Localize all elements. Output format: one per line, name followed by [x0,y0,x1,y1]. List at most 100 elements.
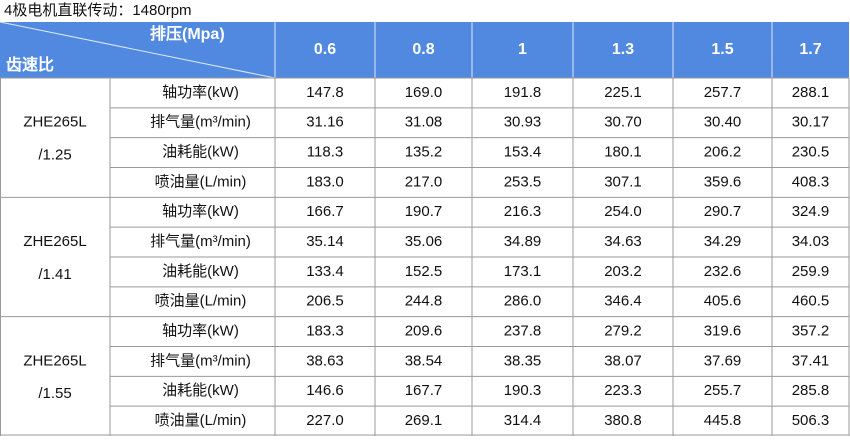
cell: 153.4 [504,144,542,161]
ratio: /1.41 [38,266,71,283]
cell: 290.7 [704,203,742,220]
corner-bottom: 齿速比 [6,55,54,74]
cell: 30.17 [792,114,830,131]
model: ZHE265L [23,352,86,369]
cell: 166.7 [306,203,344,220]
page-title: 4极电机直联传动：1480rpm [4,2,192,19]
cell: 190.3 [504,382,542,399]
cell: 216.3 [504,203,542,220]
cell: 190.7 [405,203,443,220]
model: ZHE265L [23,114,86,131]
row-label: 喷油量(L/min) [155,412,247,429]
cell: 357.2 [792,323,830,340]
cell: 37.69 [704,352,742,369]
cell: 34.89 [504,233,542,250]
cell: 380.8 [604,412,642,429]
cell: 167.7 [405,382,443,399]
cell: 146.6 [306,382,344,399]
cell: 259.9 [792,263,830,280]
column-header: 0.6 [314,41,336,58]
cell: 34.29 [704,233,742,250]
row-label: 油耗能(kW) [162,263,239,280]
cell: 183.3 [306,323,344,340]
cell: 38.54 [405,352,443,369]
cell: 405.6 [704,293,742,310]
cell: 37.41 [792,352,830,369]
cell: 183.0 [306,173,344,190]
cell: 255.7 [704,382,742,399]
cell: 324.9 [792,203,830,220]
row-label: 排气量(m³/min) [150,233,251,250]
cell: 31.08 [405,114,443,131]
cell: 227.0 [306,412,344,429]
row-label: 排气量(m³/min) [150,114,251,131]
cell: 253.5 [504,173,542,190]
cell: 307.1 [604,173,642,190]
cell: 223.3 [604,382,642,399]
row-label: 油耗能(kW) [162,144,239,161]
cell: 286.0 [504,293,542,310]
cell: 180.1 [604,144,642,161]
cell: 225.1 [604,84,642,101]
cell: 38.07 [604,352,642,369]
row-label: 轴功率(kW) [162,323,239,340]
cell: 460.5 [792,293,830,310]
cell: 237.8 [504,323,542,340]
cell: 230.5 [792,144,830,161]
cell: 506.3 [792,412,830,429]
row-label: 轴功率(kW) [162,203,239,220]
cell: 285.8 [792,382,830,399]
cell: 38.35 [504,352,542,369]
cell: 209.6 [405,323,443,340]
cell: 217.0 [405,173,443,190]
row-label: 喷油量(L/min) [155,173,247,190]
cell: 147.8 [306,84,344,101]
cell: 319.6 [704,323,742,340]
row-label: 油耗能(kW) [162,382,239,399]
cell: 38.63 [306,352,344,369]
cell: 30.40 [704,114,742,131]
cell: 279.2 [604,323,642,340]
cell: 133.4 [306,263,344,280]
cell: 35.06 [405,233,443,250]
cell: 445.8 [704,412,742,429]
cell: 346.4 [604,293,642,310]
cell: 288.1 [792,84,830,101]
cell: 269.1 [405,412,443,429]
cell: 30.93 [504,114,542,131]
cell: 244.8 [405,293,443,310]
cell: 35.14 [306,233,344,250]
cell: 359.6 [704,173,742,190]
column-header: 0.8 [412,41,434,58]
ratio: /1.55 [38,385,71,402]
ratio: /1.25 [38,147,71,164]
row-label: 喷油量(L/min) [155,293,247,310]
column-header: 1.5 [711,41,733,58]
cell: 203.2 [604,263,642,280]
header-row [0,22,849,78]
cell: 257.7 [704,84,742,101]
corner-diagonal [0,21,276,79]
cell: 30.70 [604,114,642,131]
cell: 408.3 [792,173,830,190]
cell: 314.4 [504,412,542,429]
row-label: 排气量(m³/min) [150,352,251,369]
cell: 206.2 [704,144,742,161]
cell: 31.16 [306,114,344,131]
row-label: 轴功率(kW) [162,84,239,101]
model: ZHE265L [23,233,86,250]
cell: 152.5 [405,263,443,280]
column-header: 1 [518,41,527,58]
cell: 34.63 [604,233,642,250]
cell: 169.0 [405,84,443,101]
cell: 254.0 [604,203,642,220]
cell: 191.8 [504,84,542,101]
cell: 173.1 [504,263,542,280]
cell: 118.3 [307,144,343,161]
cell: 135.2 [405,144,443,161]
cell: 206.5 [306,293,344,310]
column-header: 1.3 [612,41,634,58]
cell: 34.03 [792,233,830,250]
cell: 232.6 [704,263,742,280]
